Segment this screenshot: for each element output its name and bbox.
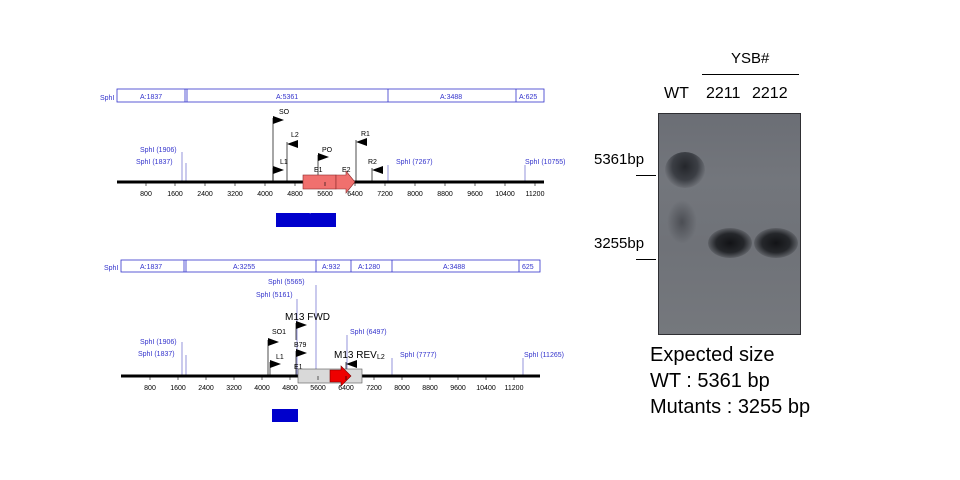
segment-label: 625 [522,264,534,271]
segment-label: A:3488 [440,94,462,101]
primer-label: R1 [361,131,370,138]
segment-bar [120,259,541,273]
marker-tick-5361 [636,175,656,176]
probe-label: Probe [275,403,294,410]
band-2212 [754,228,798,258]
site-label: SphI (7267) [396,159,433,166]
band-2211 [708,228,752,258]
site-label: SphI (7777) [400,352,437,359]
tick-label: 10400 [476,385,496,392]
tick-label: 11200 [526,191,545,198]
lane-label-2211: 2211 [706,85,741,102]
primer-label: SO1 [272,329,286,336]
site-label: SphI (5161) [256,292,293,299]
m13-rev-label: M13 REV [334,350,377,361]
tick-label: 5600 [317,191,333,198]
lane-label-2212: 2212 [752,85,788,102]
segment-label: A:3488 [443,264,465,271]
map-wildtype: SphI A:1837 A:5361 A:3488 A:625 SphI (19… [100,88,565,227]
tick-label: 1600 [170,385,186,392]
tick-label: 6400 [347,191,363,198]
expected-wt: WT : 5361 bp [650,370,770,392]
probe-label: Southern probe [279,207,327,214]
primer-label: E1 [314,167,323,174]
tick-label: 11200 [505,385,524,392]
marker-5361: 5361bp [594,151,645,168]
segment-label: A:932 [322,264,340,271]
site-label: SphI (11265) [524,352,564,359]
tick-label: 8000 [407,191,423,198]
plasmid-maps: SphI A:1837 A:5361 A:3488 A:625 SphI (19… [100,88,565,422]
probe-bar [272,409,298,422]
southern-blot-gel [658,113,801,335]
group-underline [702,74,799,75]
tick-label: 4000 [254,385,270,392]
tick-label: 5600 [310,385,326,392]
primer-label: PO [322,147,333,154]
smear-wt [667,200,697,244]
tick-label: 4000 [257,191,273,198]
primer-label: L1 [280,159,288,166]
tick-label: 4800 [282,385,298,392]
lane-label-wt: WT [664,85,689,102]
site-label: SphI (5565) [268,279,305,286]
marker-3255: 3255bp [594,235,645,252]
tick-label: 4800 [287,191,303,198]
tick-label: 800 [140,191,152,198]
segment-label: SphI [104,265,118,272]
expected-mutants: Mutants : 3255 bp [650,396,811,418]
cassette-e2-arrow [335,170,356,194]
segment-label: A:625 [519,94,537,101]
site-label: SphI (10755) [525,159,565,166]
primer-label: R2 [368,159,377,166]
tick-label: 8800 [437,191,453,198]
expected-title: Expected size [650,344,775,366]
tick-label: 3200 [227,191,243,198]
group-label: YSB# [731,50,770,67]
tick-label: 2400 [198,385,214,392]
expected-size-note: Expected size WT : 5361 bp Mutants : 325… [650,342,810,420]
primer-label: L1 [276,354,284,361]
tick-label: 9600 [467,191,483,198]
primer-label: L2 [291,132,299,139]
tick-label: 8000 [394,385,410,392]
tick-label: 7200 [366,385,382,392]
marker-tick-3255 [636,259,656,260]
segment-label: A:1837 [140,94,162,101]
site-label: SphI (6497) [350,329,387,336]
primer-label: B79 [294,342,307,349]
tick-label: 10400 [495,191,515,198]
tick-label: 3200 [226,385,242,392]
band-wt [665,152,705,188]
primer-label: SO [279,109,290,116]
resistance-arrow [329,365,352,387]
tick-label: 9600 [450,385,466,392]
tick-label: 6400 [338,385,354,392]
map-mutant: SphI A:1837 A:3255 A:932 A:1280 A:3488 6… [104,259,564,422]
segment-label: A:1837 [140,264,162,271]
segment-bar [116,88,545,103]
site-label: SphI (1837) [136,159,173,166]
tick-label: 2400 [197,191,213,198]
primer-label: L2 [377,354,385,361]
primer-label: E1 [294,364,303,371]
site-label: SphI (1906) [140,147,177,154]
site-label: SphI (1837) [138,351,175,358]
southern-probe-bar [276,213,336,227]
site-label: SphI (1906) [140,339,177,346]
segment-label: SphI [100,95,114,102]
tick-label: 800 [144,385,156,392]
cassette-e1 [302,174,337,190]
tick-label: 1600 [167,191,183,198]
segment-label: A:3255 [233,264,255,271]
m13-fwd-label: M13 FWD [285,312,330,323]
tick-label: 8800 [422,385,438,392]
segment-label: A:5361 [276,94,298,101]
tick-label: 7200 [377,191,393,198]
segment-label: A:1280 [358,264,380,271]
primer-label: E2 [342,167,351,174]
